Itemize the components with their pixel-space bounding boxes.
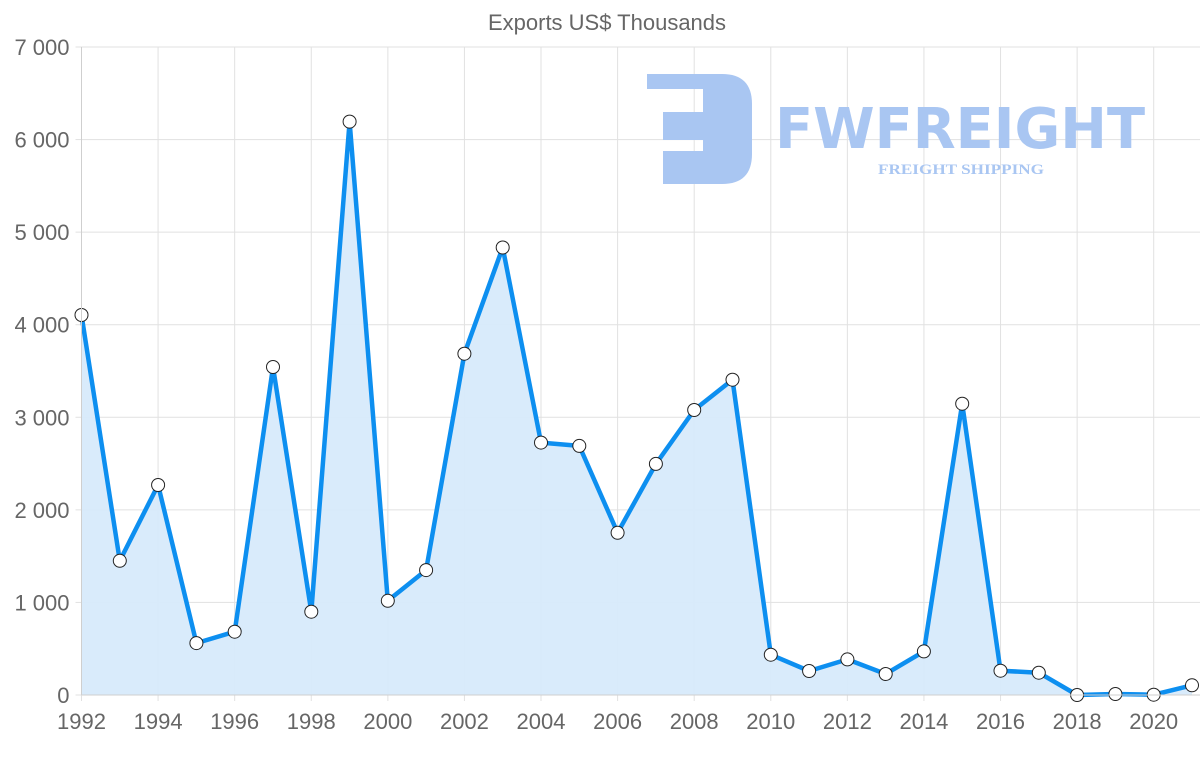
data-point[interactable] — [916, 644, 931, 659]
chart-title: Exports US$ Thousands — [488, 10, 726, 35]
y-tick-label: 4 000 — [14, 313, 69, 338]
series-exports — [74, 114, 1199, 702]
data-point[interactable] — [993, 663, 1008, 678]
data-point[interactable] — [610, 525, 625, 540]
y-tick-label: 7 000 — [14, 35, 69, 60]
y-tick-label: 5 000 — [14, 220, 69, 245]
data-point[interactable] — [878, 667, 893, 681]
y-tick-label: 2 000 — [14, 498, 69, 523]
x-tick-label: 2000 — [363, 709, 412, 734]
x-tick-label: 2006 — [593, 709, 642, 734]
data-point[interactable] — [534, 435, 548, 450]
data-point[interactable] — [151, 478, 166, 492]
x-tick-label: 1996 — [210, 709, 259, 734]
data-point[interactable] — [840, 652, 855, 667]
data-point[interactable] — [112, 553, 127, 568]
x-tick-label: 2016 — [976, 709, 1025, 734]
watermark-tagline: FREIGHT SHIPPING — [878, 162, 1044, 178]
x-tick-label: 2008 — [670, 709, 719, 734]
data-point[interactable] — [572, 438, 587, 453]
y-tick-label: 0 — [57, 683, 69, 708]
data-point[interactable] — [495, 240, 510, 255]
x-tick-label: 2018 — [1053, 709, 1102, 734]
y-tick-label: 3 000 — [14, 405, 69, 430]
data-point[interactable] — [189, 636, 204, 651]
x-tick-label: 2012 — [823, 709, 872, 734]
data-point[interactable] — [419, 563, 434, 578]
data-point[interactable] — [687, 403, 702, 417]
x-tick-label: 1998 — [287, 709, 336, 734]
x-tick-label: 1994 — [134, 709, 183, 734]
data-point[interactable] — [380, 593, 395, 608]
data-point[interactable] — [648, 456, 663, 471]
fw-logo-icon — [647, 74, 752, 184]
x-tick-label: 2020 — [1129, 709, 1178, 734]
x-tick-label: 2004 — [517, 709, 566, 734]
data-point[interactable] — [304, 604, 319, 619]
x-tick-label: 2014 — [899, 709, 948, 734]
data-point[interactable] — [802, 664, 817, 678]
data-point[interactable] — [1031, 665, 1046, 680]
data-point[interactable] — [725, 372, 740, 387]
x-tick-label: 1992 — [57, 709, 106, 734]
data-point[interactable] — [227, 624, 242, 639]
watermark-logo: FWFREIGHT FREIGHT SHIPPING — [647, 74, 1145, 184]
y-tick-label: 1 000 — [14, 590, 69, 615]
x-tick-label: 2010 — [746, 709, 795, 734]
y-tick-label: 6 000 — [14, 128, 69, 153]
watermark-brand: FWFREIGHT — [775, 97, 1145, 162]
x-tick-label: 2002 — [440, 709, 489, 734]
data-point[interactable] — [457, 346, 472, 361]
data-point[interactable] — [266, 360, 280, 374]
data-point[interactable] — [1185, 678, 1199, 693]
series-area — [81, 121, 1192, 696]
data-point[interactable] — [763, 647, 778, 662]
data-point[interactable] — [955, 396, 970, 411]
data-point[interactable] — [1108, 687, 1123, 701]
axes: 0 1 000 2 000 3 000 4 000 5 000 6 000 7 000 1992… — [14, 35, 1200, 734]
data-point[interactable] — [342, 114, 357, 129]
